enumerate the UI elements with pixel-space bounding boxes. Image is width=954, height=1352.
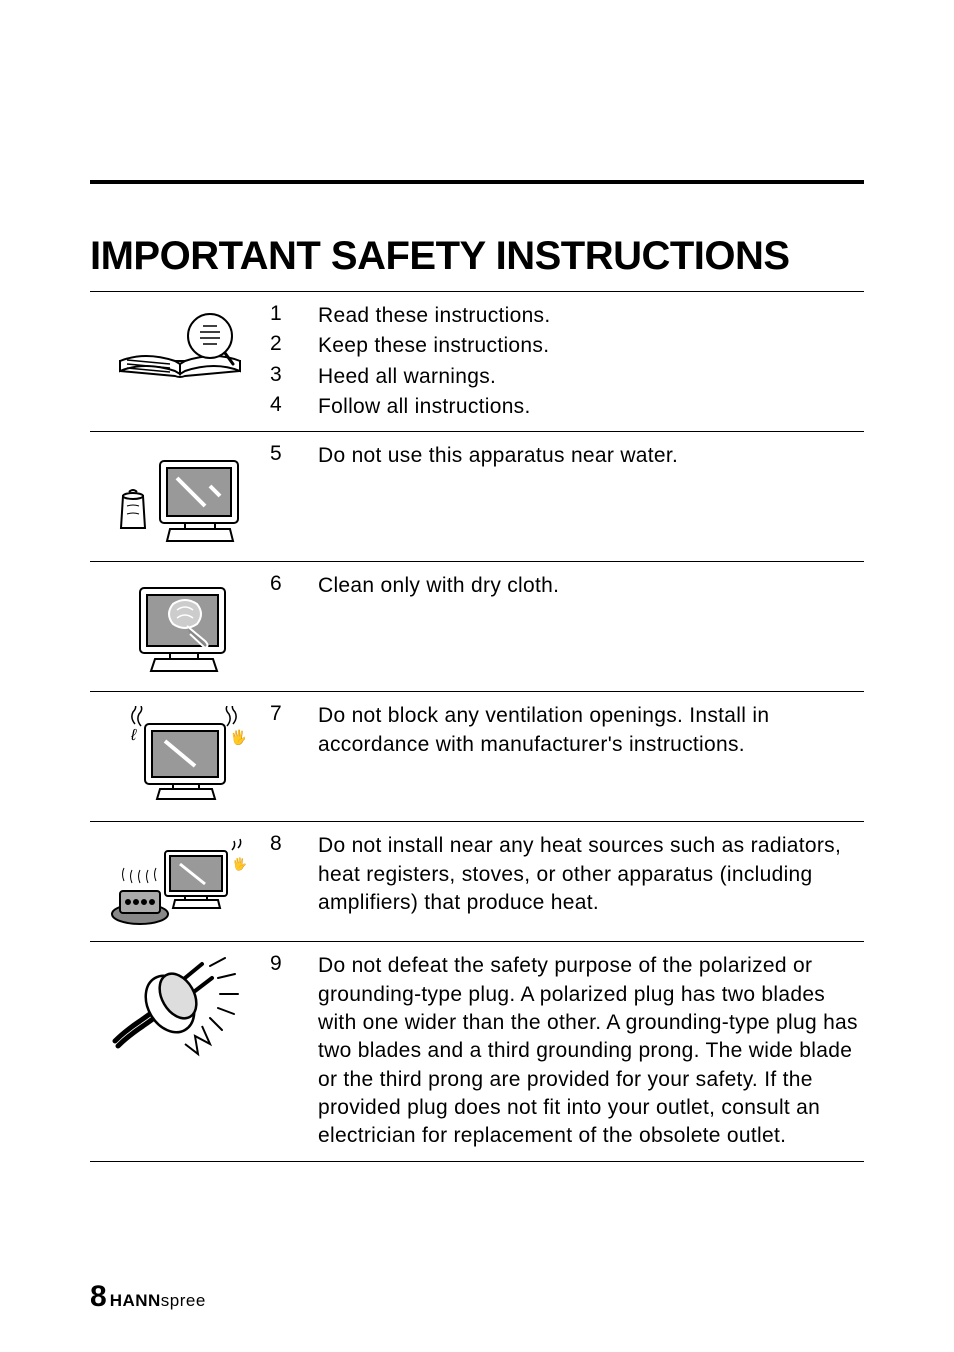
svg-text:🖐: 🖐 <box>232 856 247 872</box>
svg-text:🖐: 🖐 <box>230 728 245 746</box>
instruction-row: 5 Do not use this apparatus near water. <box>90 432 864 562</box>
svg-text:ℓ: ℓ <box>130 727 137 744</box>
instruction-number: 7 <box>270 702 318 726</box>
instruction-item: 9 Do not defeat the safety purpose of th… <box>270 952 864 1150</box>
instruction-number: 9 <box>270 952 318 976</box>
book-icon <box>90 302 270 391</box>
instruction-item: 1 Read these instructions. <box>270 302 864 330</box>
instruction-text: Do not defeat the safety purpose of the … <box>318 952 864 1150</box>
instruction-number: 1 <box>270 302 318 326</box>
instruction-number: 3 <box>270 363 318 387</box>
instruction-row: 9 Do not defeat the safety purpose of th… <box>90 942 864 1161</box>
instruction-text: Follow all instructions. <box>318 393 864 421</box>
instruction-text: Keep these instructions. <box>318 332 864 360</box>
tv-vent-icon: ℓ 🖐 <box>90 702 270 811</box>
instruction-row: ℓ 🖐 7 Do not block any ventilation openi… <box>90 692 864 822</box>
instruction-item: 2 Keep these instructions. <box>270 332 864 360</box>
instruction-text: Do not use this apparatus near water. <box>318 442 864 470</box>
page-footer: 8 HANNspree <box>90 1280 206 1314</box>
instruction-row: 6 Clean only with dry cloth. <box>90 562 864 692</box>
instruction-text: Do not block any ventilation openings. I… <box>318 702 864 759</box>
instruction-number: 6 <box>270 572 318 596</box>
instruction-row: 1 Read these instructions. 2 Keep these … <box>90 292 864 432</box>
instruction-number: 4 <box>270 393 318 417</box>
instruction-row: 🖐 8 Do not install near any heat sources… <box>90 822 864 942</box>
brand-bold: HANN <box>110 1291 161 1311</box>
instruction-number: 8 <box>270 832 318 856</box>
safety-instructions-list: 1 Read these instructions. 2 Keep these … <box>90 291 864 1162</box>
tv-water-icon <box>90 442 270 551</box>
instruction-item: 6 Clean only with dry cloth. <box>270 572 864 600</box>
instruction-text: Heed all warnings. <box>318 363 864 391</box>
instruction-item: 5 Do not use this apparatus near water. <box>270 442 864 470</box>
instruction-item: 3 Heed all warnings. <box>270 363 864 391</box>
page-number: 8 <box>90 1280 107 1314</box>
plug-icon <box>90 952 270 1066</box>
instruction-number: 5 <box>270 442 318 466</box>
tv-heat-icon: 🖐 <box>90 832 270 931</box>
instruction-text: Clean only with dry cloth. <box>318 572 864 600</box>
page-title: IMPORTANT SAFETY INSTRUCTIONS <box>90 234 864 279</box>
brand-light: spree <box>161 1291 206 1311</box>
instruction-item: 4 Follow all instructions. <box>270 393 864 421</box>
instruction-text: Read these instructions. <box>318 302 864 330</box>
instruction-item: 8 Do not install near any heat sources s… <box>270 832 864 917</box>
instruction-text: Do not install near any heat sources suc… <box>318 832 864 917</box>
instruction-number: 2 <box>270 332 318 356</box>
tv-cloth-icon <box>90 572 270 681</box>
instruction-item: 7 Do not block any ventilation openings.… <box>270 702 864 759</box>
